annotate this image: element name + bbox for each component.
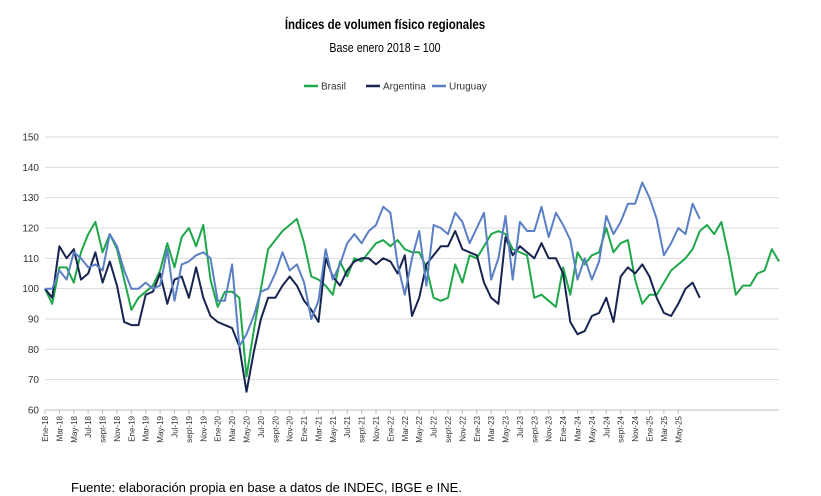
x-tick-label: Jul-19 (171, 415, 180, 437)
x-tick-label: Jul-20 (257, 415, 266, 437)
x-tick-label: Ene-21 (300, 415, 309, 441)
x-tick-label: May-22 (415, 415, 424, 442)
x-tick-label: Jul-23 (516, 415, 525, 437)
x-tick-label: sept-24 (617, 415, 626, 442)
series-lines (44, 181, 780, 393)
x-tick-label: sept-23 (530, 415, 539, 442)
x-tick-label: Jul-21 (343, 415, 352, 437)
x-tick-label: Mar-22 (401, 415, 410, 441)
y-tick-label: 100 (22, 284, 39, 295)
y-tick-label: 110 (23, 254, 39, 265)
x-tick-label: Ene-23 (473, 415, 482, 441)
y-tick-label: 80 (28, 345, 40, 356)
legend-label-uruguay: Uruguay (449, 82, 487, 93)
x-tick-label: sept-19 (185, 415, 194, 442)
x-tick-label: Mar-21 (314, 415, 323, 441)
x-tick-label: Nov-24 (631, 415, 640, 441)
x-tick-label: sept-22 (444, 415, 453, 442)
x-tick-label: Nov-23 (545, 415, 554, 441)
x-tick-label: Jul-24 (602, 415, 611, 437)
x-tick-label: Mar-20 (228, 415, 237, 441)
x-tick-label: Jul-22 (430, 415, 439, 437)
x-tick-label: Ene-19 (127, 415, 136, 441)
x-tick-label: Mar-25 (660, 415, 669, 441)
x-tick-label: sept-21 (358, 415, 367, 442)
x-tick-label: Mar-19 (142, 415, 151, 441)
y-tick-label: 150 (22, 133, 39, 144)
x-tick-label: sept-18 (99, 415, 108, 442)
legend-label-argentina: Argentina (383, 82, 426, 93)
x-tick-label: Ene-20 (214, 415, 223, 441)
x-tick-label: May-20 (242, 415, 251, 442)
series-line-uruguay (45, 181, 701, 348)
x-tick-label: sept-20 (271, 415, 280, 442)
legend-label-brasil: Brasil (321, 82, 346, 93)
x-tick-label: Mar-24 (574, 415, 583, 441)
x-tick-label: May-21 (329, 415, 338, 442)
y-tick-label: 90 (28, 315, 40, 326)
series-line-brasil (44, 217, 780, 378)
x-tick-label: May-18 (70, 415, 79, 442)
x-tick-label: Ene-25 (645, 415, 654, 441)
x-tick-label: Ene-24 (559, 415, 568, 441)
x-tick-label: Ene-18 (41, 415, 50, 441)
source-note: Fuente: elaboración propia en base a dat… (71, 480, 462, 495)
y-tick-label: 120 (22, 224, 39, 235)
x-tick-label: Ene-22 (386, 415, 395, 441)
x-tick-label: Nov-22 (458, 415, 467, 441)
x-tick-label: May-25 (674, 415, 683, 442)
x-tick-label: Nov-19 (199, 415, 208, 441)
y-tick-label: 130 (22, 193, 39, 204)
series-line-argentina (44, 230, 701, 393)
y-tick-label: 70 (28, 375, 40, 386)
x-tick-label: Mar-18 (55, 415, 64, 441)
x-tick-label: Nov-18 (113, 415, 122, 441)
x-tick-label: Nov-20 (286, 415, 295, 441)
y-tick-label: 140 (22, 163, 39, 174)
chart-legend: Brasil Argentina Uruguay (304, 82, 487, 93)
x-tick-label: Jul-18 (84, 415, 93, 437)
axes: 60 70 80 90 100 110 120 130 140 150 Ene-18 Mar-18 Ma… (22, 133, 779, 443)
x-tick-label: May-19 (156, 415, 165, 442)
chart-subtitle: Base enero 2018 = 100 (329, 40, 441, 55)
line-chart: Brasil Argentina Uruguay 60 70 80 90 100 110 120… (22, 82, 780, 443)
grid-lines (45, 136, 779, 411)
x-tick-label: Nov-21 (372, 415, 381, 441)
x-tick-label: May-24 (588, 415, 597, 442)
y-tick-label: 60 (28, 406, 40, 417)
x-tick-label: Mar-23 (487, 415, 496, 441)
chart-title: Índices de volumen físico regionales (284, 16, 486, 32)
x-tick-label: May-23 (502, 415, 511, 442)
